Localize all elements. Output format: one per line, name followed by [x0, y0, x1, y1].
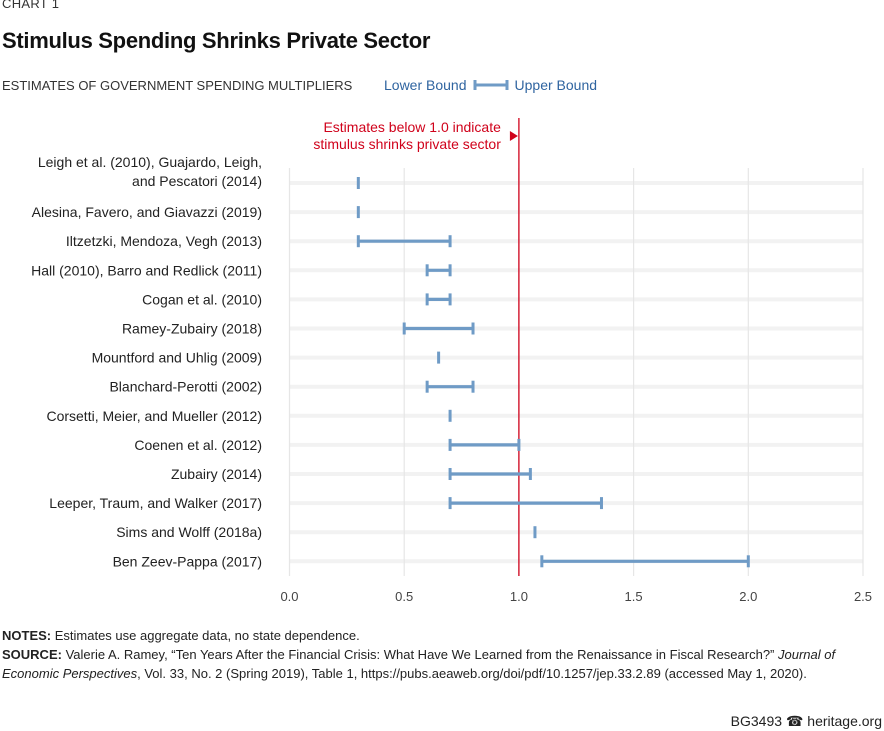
- x-tick-label: 2.0: [739, 589, 757, 604]
- row-label: Leigh et al. (2010), Guajardo, Leigh,: [38, 154, 262, 170]
- source-text: Valerie A. Ramey, “Ten Years After the F…: [61, 647, 778, 662]
- source-label: SOURCE:: [2, 647, 62, 662]
- range-plot: 0.0 0.5 1.0 1.5 2.0 2.5 Estimates below 1.0 in…: [31, 118, 872, 604]
- x-tick-label: 1.0: [510, 589, 528, 604]
- liberty-bell-icon: ☎: [785, 713, 804, 729]
- legend: Lower Bound Upper Bound: [384, 77, 597, 93]
- notes-text: Estimates use aggregate data, no state d…: [51, 628, 360, 643]
- x-tick-label: 1.5: [625, 589, 643, 604]
- report-id: BG3493: [730, 713, 783, 729]
- chart-subtitle: ESTIMATES OF GOVERNMENT SPENDING MULTIPL…: [2, 78, 353, 93]
- site-name: heritage.org: [807, 713, 882, 729]
- legend-range-icon: [473, 80, 509, 90]
- notes-label: NOTES:: [2, 628, 52, 643]
- notes: NOTES: Estimates use aggregate data, no …: [2, 626, 872, 683]
- row-label: Alesina, Favero, and Giavazzi (2019): [32, 204, 262, 220]
- row-label: Mountford and Uhlig (2009): [92, 350, 262, 366]
- x-tick-label: 0.0: [280, 589, 298, 604]
- reference-label: stimulus shrinks private sector: [313, 136, 501, 152]
- x-tick-label: 2.5: [854, 589, 872, 604]
- row-label: Coenen et al. (2012): [134, 437, 262, 453]
- row-label: Ben Zeev-Pappa (2017): [113, 553, 262, 569]
- row-label: Blanchard-Perotti (2002): [109, 379, 262, 395]
- source-rest: , Vol. 33, No. 2 (Spring 2019), Table 1,…: [137, 666, 807, 681]
- reference-label: Estimates below 1.0 indicate: [323, 119, 501, 135]
- legend-lower: Lower Bound: [384, 77, 467, 93]
- source-journal: Journal of Economic Perspectives: [2, 647, 836, 681]
- chart-number: CHART 1: [2, 0, 60, 11]
- row-label: Hall (2010), Barro and Redlick (2011): [31, 262, 262, 278]
- x-tick-label: 0.5: [395, 589, 413, 604]
- legend-upper: Upper Bound: [514, 77, 598, 93]
- row-label: Iltzetzki, Mendoza, Vegh (2013): [66, 233, 262, 249]
- row-label: Corsetti, Meier, and Mueller (2012): [46, 408, 262, 424]
- row-label: and Pescatori (2014): [132, 173, 262, 189]
- row-label: Cogan et al. (2010): [142, 291, 262, 307]
- row-label: Leeper, Traum, and Walker (2017): [49, 495, 262, 511]
- reference-arrow: [509, 131, 518, 141]
- footer: BG3493 ☎ heritage.org: [731, 713, 882, 730]
- row-label: Ramey-Zubairy (2018): [122, 321, 262, 337]
- row-label: Sims and Wolff (2018a): [116, 524, 262, 540]
- row-label: Zubairy (2014): [171, 466, 262, 482]
- chart-title: Stimulus Spending Shrinks Private Sector: [2, 28, 431, 53]
